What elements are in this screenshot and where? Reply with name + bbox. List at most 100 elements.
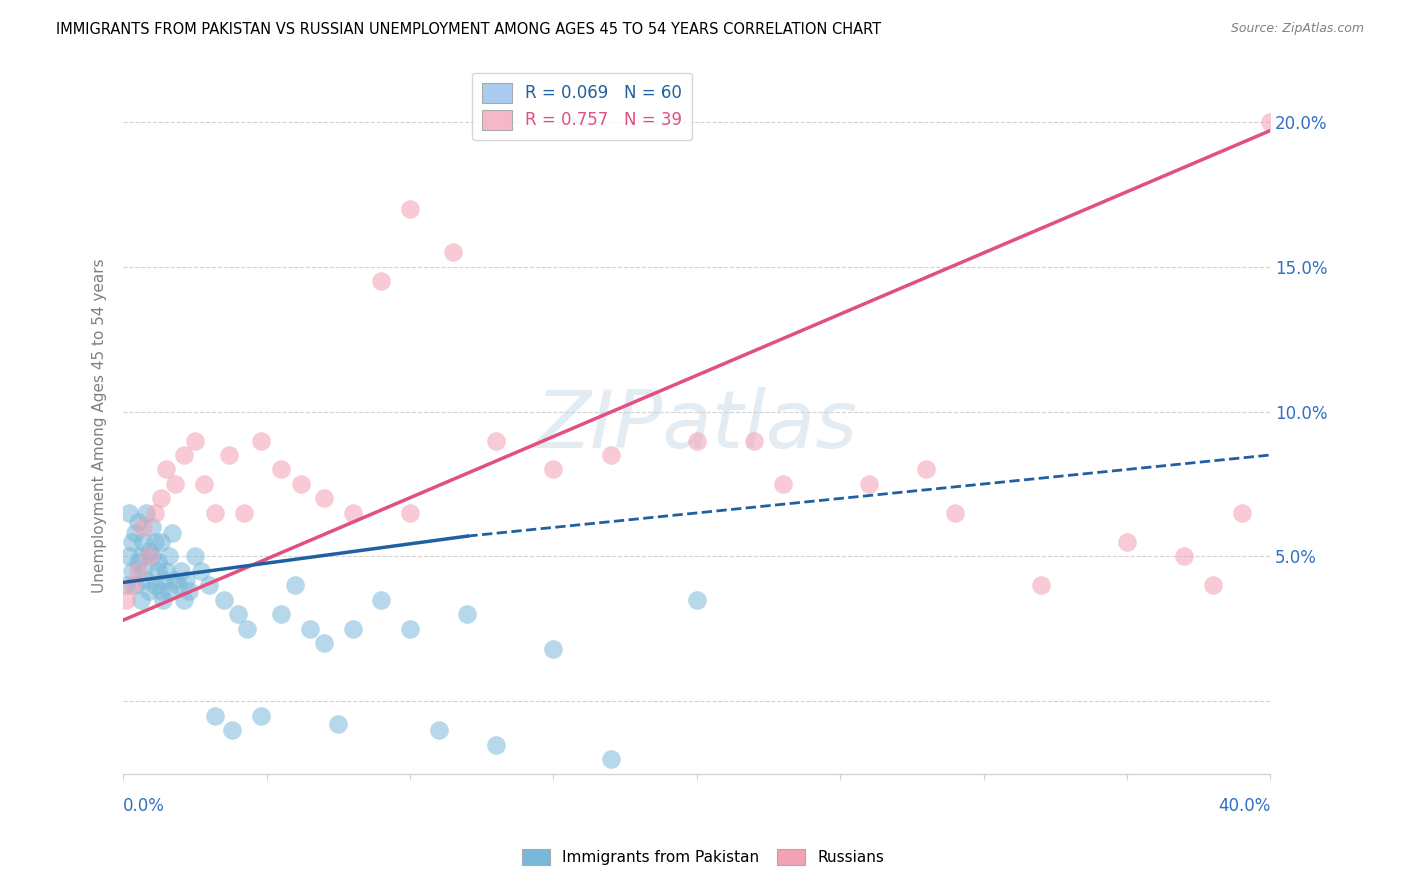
Point [399,622,422,636]
Point [176,573,198,587]
Point [485,738,508,752]
Point [427,723,450,738]
Point [163,477,186,491]
Point [124,526,146,541]
Point [250,708,273,723]
Point [132,520,155,534]
Point [485,434,508,448]
Point [226,607,249,622]
Point [1230,506,1253,520]
Point [149,584,172,599]
Text: IMMIGRANTS FROM PAKISTAN VS RUSSIAN UNEMPLOYMENT AMONG AGES 45 TO 54 YEARS CORRE: IMMIGRANTS FROM PAKISTAN VS RUSSIAN UNEM… [56,22,882,37]
Point [858,477,880,491]
Point [115,592,138,607]
Point [129,549,152,564]
Point [686,434,709,448]
Point [163,573,186,587]
Point [169,564,191,578]
Point [143,506,166,520]
Point [441,245,464,260]
Point [129,592,152,607]
Point [915,462,938,476]
Point [184,549,207,564]
Point [143,578,166,592]
Point [190,564,212,578]
Point [370,592,392,607]
Point [146,564,169,578]
Point [599,448,621,462]
Point [121,535,143,549]
Point [138,543,160,558]
Point [772,477,794,491]
Point [157,549,180,564]
Point [155,462,177,476]
Point [127,515,149,529]
Point [132,535,155,549]
Y-axis label: Unemployment Among Ages 45 to 54 years: Unemployment Among Ages 45 to 54 years [93,259,107,593]
Point [179,584,201,599]
Point [312,491,335,506]
Text: 40.0%: 40.0% [1218,797,1271,814]
Point [342,622,364,636]
Legend: Immigrants from Pakistan, Russians: Immigrants from Pakistan, Russians [516,843,890,871]
Point [118,506,141,520]
Point [146,555,169,569]
Point [290,477,312,491]
Legend: R = 0.069   N = 60, R = 0.757   N = 39: R = 0.069 N = 60, R = 0.757 N = 39 [472,73,692,140]
Text: ZIPatlas: ZIPatlas [536,387,858,465]
Point [173,448,195,462]
Point [132,564,155,578]
Point [212,592,235,607]
Point [127,555,149,569]
Point [250,434,273,448]
Point [124,578,146,592]
Point [270,462,292,476]
Point [328,717,350,731]
Point [943,506,966,520]
Point [118,549,141,564]
Point [166,578,188,592]
Point [218,448,240,462]
Point [312,636,335,650]
Point [1173,549,1195,564]
Point [127,564,149,578]
Point [138,549,160,564]
Point [135,573,157,587]
Point [143,535,166,549]
Point [1202,578,1225,592]
Point [121,564,143,578]
Point [284,578,307,592]
Point [235,622,257,636]
Point [198,578,221,592]
Point [1116,535,1139,549]
Point [543,642,565,657]
Point [138,584,160,599]
Point [141,520,163,534]
Point [456,607,478,622]
Point [184,434,207,448]
Point [1260,115,1282,129]
Point [155,564,177,578]
Point [141,549,163,564]
Point [270,607,292,622]
Point [742,434,765,448]
Point [221,723,243,738]
Point [298,622,321,636]
Point [157,584,180,599]
Point [599,752,621,766]
Point [204,708,226,723]
Text: Source: ZipAtlas.com: Source: ZipAtlas.com [1230,22,1364,36]
Point [232,506,254,520]
Point [204,506,226,520]
Point [543,462,565,476]
Point [152,573,174,587]
Point [342,506,364,520]
Point [399,506,422,520]
Point [173,592,195,607]
Point [399,202,422,216]
Point [160,526,183,541]
Point [152,592,174,607]
Point [121,578,143,592]
Point [135,506,157,520]
Point [1029,578,1052,592]
